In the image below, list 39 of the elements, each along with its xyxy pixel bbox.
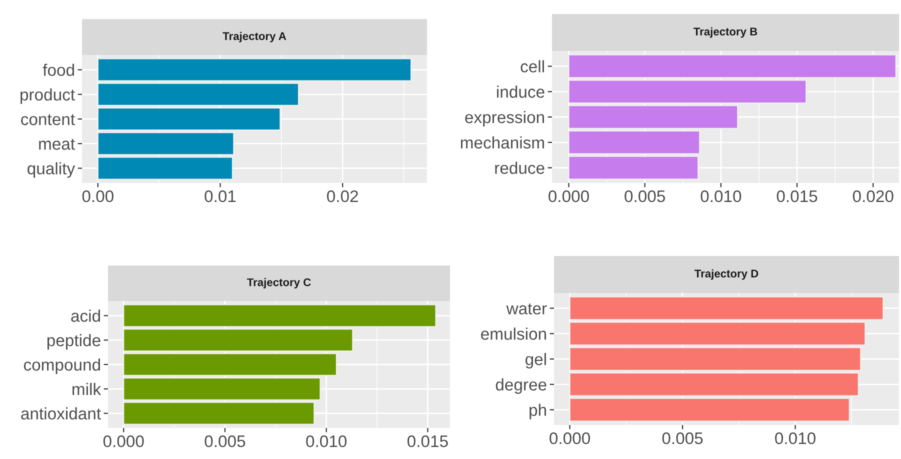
y-tick-label: gel [526, 352, 546, 368]
y-tick-label: food [42, 64, 74, 76]
x-tick-label: 0.02 [327, 190, 358, 202]
y-tick-label: quality [28, 162, 76, 178]
y-tick-label: ph [530, 404, 546, 420]
x-tick-label: 0.020 [852, 190, 894, 202]
y-tick-label: antioxidant [21, 407, 101, 420]
y-tick-label: product [20, 88, 75, 104]
x-tick-label: 0.000 [550, 432, 590, 444]
y-tick-label: emulsion [481, 328, 546, 340]
chart-title: Trajectory A [222, 32, 286, 42]
x-tick-label: 0.015 [776, 190, 818, 202]
y-tick-label: peptide [47, 334, 100, 350]
x-tick-label: 0.010 [775, 432, 816, 444]
y-tick-label: reduce [495, 162, 544, 174]
chart-title: Trajectory D [694, 269, 758, 280]
x-tick-label: 0.005 [662, 432, 703, 444]
x-tick-label: 0.01 [204, 190, 236, 202]
x-tick-label: 0.015 [408, 435, 448, 448]
y-tick-label: acid [71, 310, 100, 322]
y-tick-label: milk [72, 382, 102, 395]
y-tick-label: water [506, 303, 547, 314]
y-tick-label: induce [497, 86, 544, 98]
y-tick-label: meat [39, 138, 75, 150]
x-tick-label: 0.000 [103, 435, 144, 448]
y-tick-label: content [21, 114, 75, 126]
y-tick-label: expression [465, 110, 544, 126]
x-tick-label: 0.00 [82, 190, 114, 202]
x-tick-label: 0.010 [700, 190, 742, 202]
y-tick-label: cell [520, 60, 544, 72]
x-tick-label: 0.005 [624, 190, 665, 202]
y-tick-label: compound [24, 358, 100, 374]
y-tick-label: degree [496, 378, 546, 394]
chart-title: Trajectory B [694, 27, 758, 38]
x-tick-label: 0.000 [548, 190, 589, 202]
y-tick-label: mechanism [460, 136, 544, 149]
chart-title: Trajectory C [247, 278, 311, 288]
x-tick-label: 0.010 [306, 435, 347, 448]
x-tick-label: 0.005 [204, 435, 246, 448]
